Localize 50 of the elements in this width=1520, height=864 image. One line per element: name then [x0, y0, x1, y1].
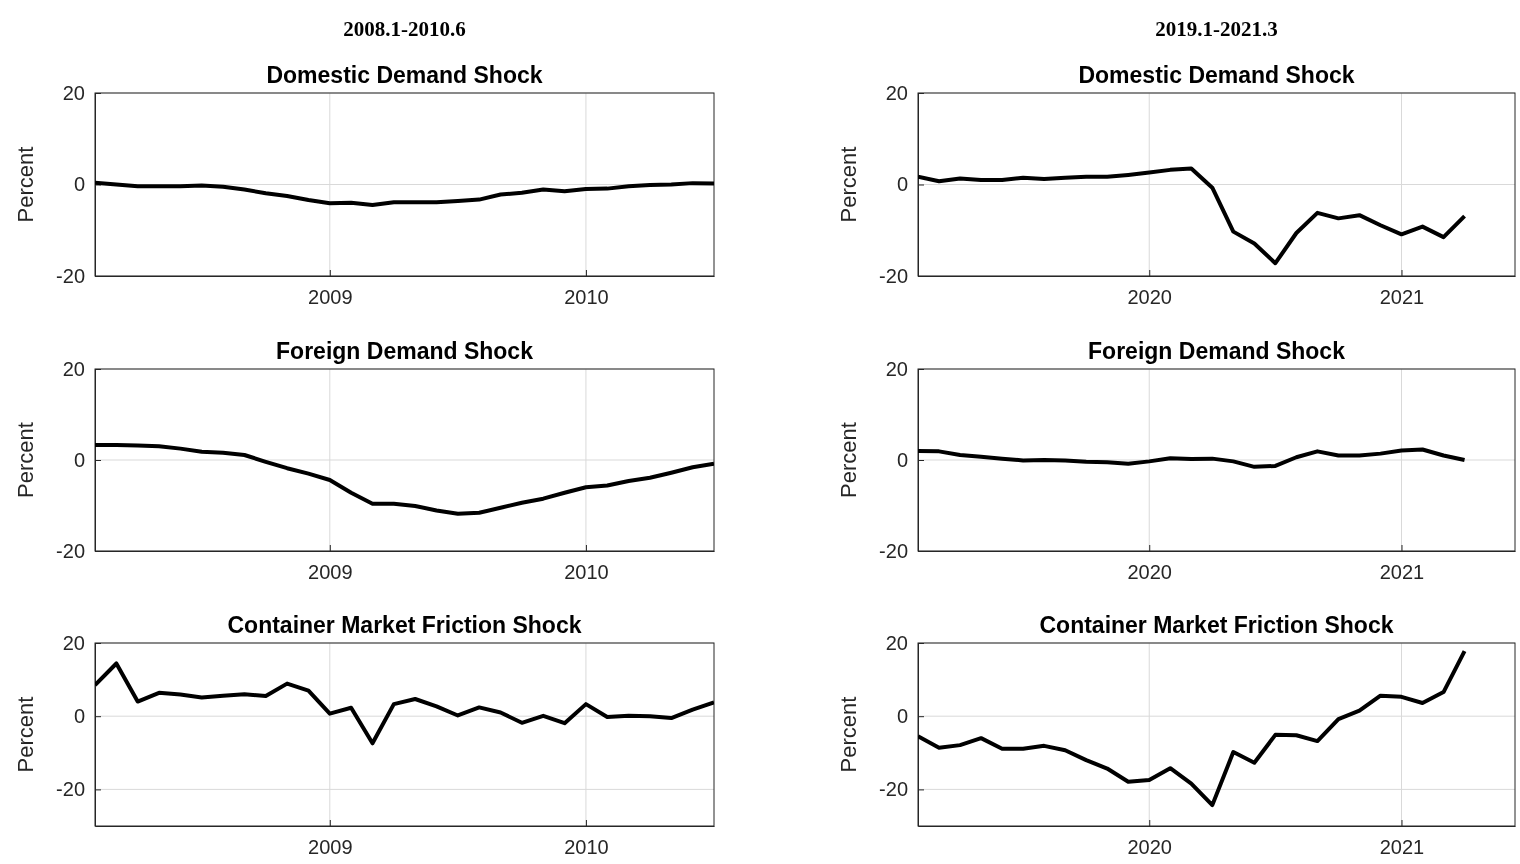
x-tick-label: 2010 [564, 286, 609, 309]
y-tick-label: -20 [879, 539, 908, 562]
y-axis-title: Percent [13, 146, 38, 223]
line-series [918, 447, 1467, 469]
chart-title: Container Market Friction Shock [1039, 612, 1394, 638]
line-series [918, 649, 1467, 808]
y-tick-label: 0 [896, 705, 908, 728]
y-tick-label: -20 [879, 264, 908, 287]
y-tick-label: 20 [885, 631, 908, 654]
x-tick-label: 2021 [1379, 561, 1425, 584]
y-axis-title: Percent [13, 422, 38, 498]
x-tick-label: 2009 [308, 836, 353, 859]
x-tick-label: 2010 [564, 561, 609, 584]
x-tick-label: 2021 [1379, 836, 1425, 859]
y-tick-label: 0 [73, 705, 85, 728]
y-tick-label: 0 [73, 448, 85, 471]
line-series [918, 166, 1467, 266]
y-tick-label: -20 [879, 778, 908, 801]
y-tick-label: 0 [896, 448, 908, 471]
y-tick-label: 0 [896, 173, 908, 196]
y-tick-label: 20 [62, 81, 85, 104]
chart-subtitle: 2008.1-2010.6 [343, 17, 466, 41]
y-axis-title: Percent [836, 696, 861, 773]
y-tick-label: 0 [73, 173, 85, 196]
x-tick-label: 2020 [1127, 836, 1172, 859]
y-axis-title: Percent [836, 146, 861, 223]
chart-title: Foreign Demand Shock [1088, 338, 1346, 364]
line-series [95, 661, 714, 746]
y-axis-title: Percent [836, 422, 861, 498]
x-tick-label: 2020 [1127, 286, 1172, 309]
chart-title: Domestic Demand Shock [1078, 62, 1355, 88]
y-tick-label: 20 [62, 357, 85, 380]
x-tick-label: 2010 [564, 836, 609, 859]
y-axis-title: Percent [13, 696, 38, 773]
y-tick-label: -20 [56, 778, 85, 801]
chart-title: Domestic Demand Shock [266, 62, 543, 88]
y-tick-label: 20 [885, 81, 908, 104]
chart-subtitle: 2019.1-2021.3 [1155, 17, 1278, 41]
x-tick-label: 2021 [1379, 286, 1425, 309]
y-tick-label: 20 [885, 357, 908, 380]
chart-title: Foreign Demand Shock [276, 338, 534, 364]
x-tick-label: 2009 [308, 561, 353, 584]
chart-title: Container Market Friction Shock [227, 612, 582, 638]
line-series [95, 442, 714, 516]
x-tick-label: 2020 [1127, 561, 1172, 584]
y-tick-label: -20 [56, 264, 85, 287]
y-tick-label: -20 [56, 539, 85, 562]
line-series [95, 180, 714, 208]
y-tick-label: 20 [62, 631, 85, 654]
x-tick-label: 2009 [308, 286, 353, 309]
